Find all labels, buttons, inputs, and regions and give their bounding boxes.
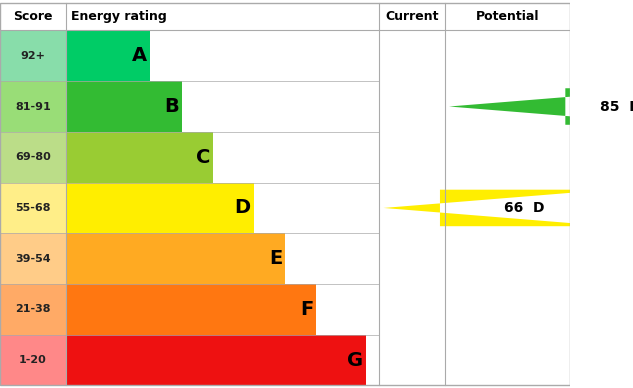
Text: 66  D: 66 D: [505, 201, 545, 215]
Text: A: A: [132, 46, 147, 65]
Text: 92+: 92+: [20, 51, 45, 61]
Text: D: D: [235, 198, 251, 217]
Bar: [0, 284, 66, 335]
Bar: [66, 284, 316, 335]
Text: 1-20: 1-20: [19, 355, 47, 365]
Text: 85  B: 85 B: [600, 99, 633, 114]
Text: 55-68: 55-68: [15, 203, 51, 213]
Bar: [0, 335, 66, 385]
Bar: [66, 183, 254, 233]
Polygon shape: [384, 190, 609, 226]
Text: 81-91: 81-91: [15, 102, 51, 111]
Polygon shape: [449, 88, 633, 125]
Bar: [0, 81, 66, 132]
Text: Energy rating: Energy rating: [72, 10, 167, 23]
Text: Current: Current: [385, 10, 439, 23]
Bar: [66, 81, 182, 132]
Text: 39-54: 39-54: [15, 254, 51, 264]
Bar: [0, 30, 66, 81]
Text: 21-38: 21-38: [15, 304, 51, 314]
Text: G: G: [348, 351, 363, 370]
Text: Score: Score: [13, 10, 53, 23]
Bar: [0, 183, 66, 233]
Text: F: F: [300, 300, 313, 319]
Text: C: C: [196, 148, 210, 167]
Text: E: E: [269, 249, 282, 268]
Bar: [66, 132, 213, 183]
Bar: [0, 233, 66, 284]
Bar: [66, 30, 150, 81]
Bar: [0, 132, 66, 183]
Text: 69-80: 69-80: [15, 152, 51, 162]
Text: Potential: Potential: [475, 10, 539, 23]
Bar: [66, 335, 367, 385]
Text: B: B: [164, 97, 179, 116]
Bar: [66, 233, 285, 284]
